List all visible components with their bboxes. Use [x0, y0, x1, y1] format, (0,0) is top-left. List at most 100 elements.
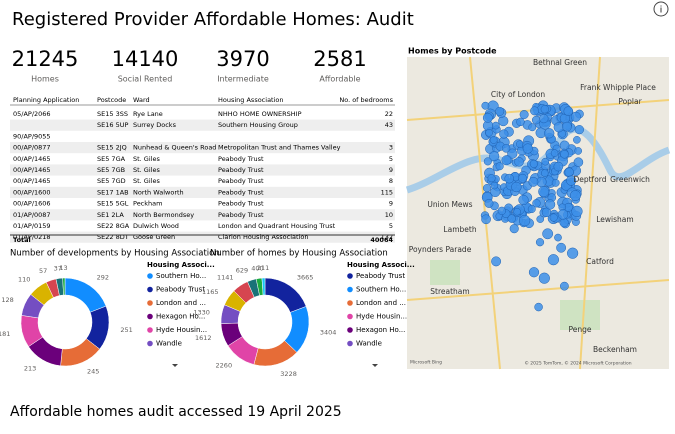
legend-label: Southern Ho... — [356, 286, 406, 294]
table-cell: SE1 2LA — [97, 211, 124, 219]
map-dot — [487, 174, 496, 183]
slice-label: 57 — [39, 267, 47, 275]
place-label: City of London — [491, 90, 545, 99]
slice-label: 292 — [97, 273, 109, 281]
legend-marker — [147, 273, 153, 279]
table-cell: SE15 5GL — [97, 200, 129, 208]
table-cell: Peabody Trust — [218, 155, 264, 163]
map-dot — [571, 205, 583, 218]
map-dot — [534, 302, 543, 312]
table-cell: 01/AP/0159 — [13, 222, 51, 230]
kpi-value: 2581 — [313, 47, 366, 71]
map-dot — [489, 151, 500, 162]
slice-label: 251 — [120, 326, 132, 334]
map-dot — [491, 256, 502, 267]
map[interactable] — [405, 56, 671, 370]
park — [430, 260, 460, 285]
legend-title: Housing Associ... — [347, 261, 415, 269]
table-cell: Nunhead & Queen's Road — [133, 144, 216, 152]
map-title: Homes by Postcode — [408, 47, 497, 56]
legend-label: Hexagon Ho... — [156, 313, 205, 321]
table-cell: 00/AP/1600 — [13, 188, 51, 196]
place-label: Beckenham — [593, 345, 637, 354]
legend-scroll — [172, 364, 178, 367]
table-cell: St. Giles — [133, 166, 160, 174]
map-dot — [514, 157, 524, 167]
map-dot — [544, 199, 556, 210]
place-label: Poynders Parade — [409, 245, 472, 254]
table-cell: St. Giles — [133, 177, 160, 185]
legend-label: London and ... — [356, 299, 406, 307]
table-cell: 01/AP/0087 — [13, 211, 51, 219]
column-header: Postcode — [97, 96, 126, 104]
slice-label: 110 — [18, 276, 30, 284]
map-dot — [535, 238, 545, 247]
map-dot — [550, 149, 559, 157]
slice-label: 3665 — [297, 274, 314, 282]
row-band — [10, 209, 395, 221]
legend-label: London and ... — [156, 299, 206, 307]
map-dot — [501, 155, 512, 166]
legend-label: Hyde Housin... — [156, 326, 207, 334]
map-dot — [529, 159, 538, 168]
table-cell: 90/AP/9055 — [13, 132, 51, 140]
legend-label: Peabody Trust — [156, 286, 205, 294]
place-label: Lambeth — [443, 225, 476, 234]
column-header: Ward — [133, 96, 150, 104]
map-dot — [539, 113, 549, 124]
table-cell: Surrey Docks — [133, 121, 177, 129]
table-cell: 01/AP/0218 — [13, 233, 51, 241]
donut-slice — [64, 277, 107, 313]
map-dot — [483, 157, 492, 166]
donut-slice — [264, 277, 307, 313]
table-cell: Peckham — [133, 200, 162, 208]
table-cell: Peabody Trust — [218, 166, 264, 174]
slice-label: 1330 — [193, 308, 210, 316]
map-dot — [573, 136, 581, 144]
map-dot — [547, 254, 559, 266]
slice-label: 3228 — [280, 370, 297, 378]
table-cell: SE17 1AB — [97, 188, 129, 196]
legend-label: Wandle — [156, 340, 182, 348]
map-dot — [522, 143, 533, 154]
map-dot — [530, 106, 540, 116]
table-cell: NHHO HOME OWNERSHIP — [218, 110, 302, 118]
legend-marker — [347, 327, 353, 333]
map-dot — [563, 106, 574, 116]
legend-marker — [147, 300, 153, 306]
kpi-value: 14140 — [112, 47, 179, 71]
place-label: Catford — [586, 257, 614, 266]
map-dot — [562, 121, 572, 132]
river — [405, 125, 671, 194]
map-dot — [542, 228, 554, 240]
map-dot — [567, 247, 579, 259]
table-cell: 00/AP/1465 — [13, 166, 51, 174]
legend-scroll — [372, 364, 378, 367]
table-cell: SE15 3SS — [97, 110, 128, 118]
row-band — [10, 119, 395, 131]
donut-slice — [261, 277, 266, 296]
table-cell: 5 — [389, 155, 393, 163]
place-label: Greenwich — [610, 175, 650, 184]
map-dot — [507, 214, 516, 223]
place-label: Frank Whipple Place — [580, 83, 656, 92]
kpi-label: Homes — [31, 75, 59, 84]
table-cell: 9 — [389, 166, 393, 174]
place-label: Union Mews — [427, 200, 472, 209]
map-dot — [490, 181, 499, 190]
row-band — [10, 231, 395, 243]
map-dot — [518, 214, 531, 227]
map-dot — [497, 206, 506, 216]
table-cell: SE16 5UP — [97, 121, 128, 129]
legend-label: Wandle — [356, 340, 382, 348]
map-dot — [518, 194, 529, 206]
slice-label: 3404 — [320, 329, 337, 337]
info-icon[interactable] — [653, 1, 669, 17]
table-cell: 05/AP/2066 — [13, 110, 51, 118]
kpi-label: Intermediate — [217, 75, 269, 84]
title: Registered Provider Affordable Homes: Au… — [12, 9, 414, 30]
table-cell: 00/AP/1606 — [13, 200, 51, 208]
table-cell: 00/AP/1465 — [13, 177, 51, 185]
map-dot — [504, 173, 515, 184]
map-dot — [481, 101, 490, 110]
